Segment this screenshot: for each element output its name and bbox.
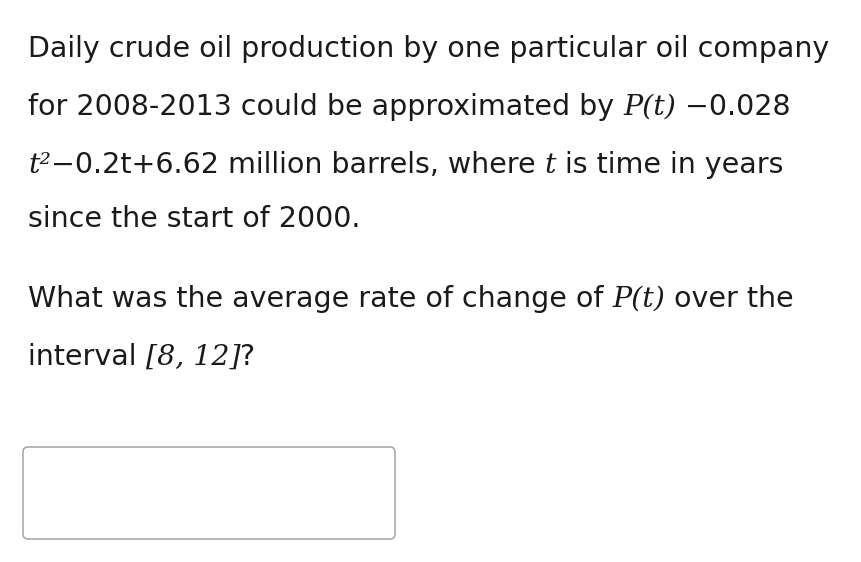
Text: is time in years: is time in years bbox=[555, 151, 783, 179]
FancyBboxPatch shape bbox=[23, 447, 394, 539]
Text: P(t): P(t) bbox=[623, 94, 675, 121]
Text: −0.2t+6.62 million barrels, where: −0.2t+6.62 million barrels, where bbox=[51, 151, 544, 179]
Text: −0.028: −0.028 bbox=[675, 93, 790, 121]
Text: since the start of 2000.: since the start of 2000. bbox=[28, 205, 360, 233]
Text: for 2008-2013 could be approximated by: for 2008-2013 could be approximated by bbox=[28, 93, 623, 121]
Text: t²: t² bbox=[28, 152, 51, 179]
Text: interval: interval bbox=[28, 343, 146, 371]
Text: over the: over the bbox=[665, 285, 793, 313]
Text: t: t bbox=[544, 152, 555, 179]
Text: Daily crude oil production by one particular oil company: Daily crude oil production by one partic… bbox=[28, 35, 828, 63]
Text: P(t): P(t) bbox=[611, 286, 665, 313]
Text: [8, 12]: [8, 12] bbox=[146, 344, 240, 371]
Text: ?: ? bbox=[240, 343, 255, 371]
Text: What was the average rate of change of: What was the average rate of change of bbox=[28, 285, 611, 313]
